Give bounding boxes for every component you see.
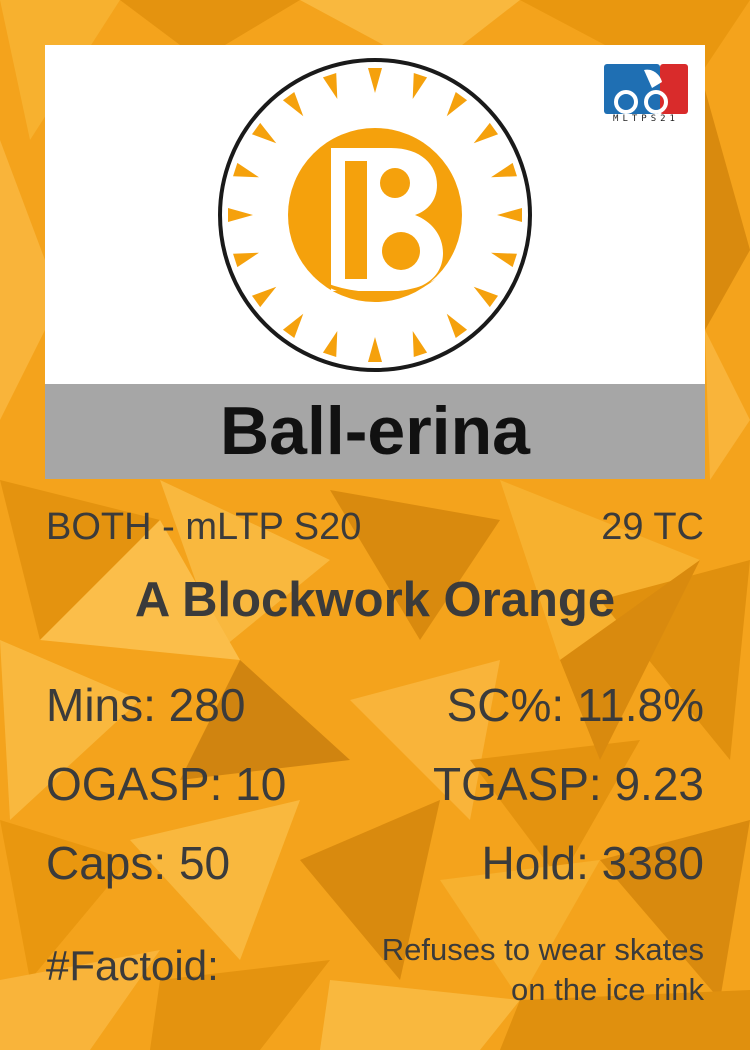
stat-ogasp: OGASP: 10	[46, 758, 287, 810]
factoid-text: Refuses to wear skates on the ice rink	[284, 930, 704, 1010]
team-name: A Blockwork Orange	[134, 573, 616, 627]
player-name: Ball-erina	[220, 393, 530, 469]
stat-sc: SC%: 11.8%	[446, 679, 704, 731]
stat-mins: Mins: 280	[46, 679, 246, 731]
stat-caps: Caps: 50	[46, 837, 231, 889]
league-logo-text: MLTPS21	[613, 114, 679, 124]
mltp-league-logo-icon	[604, 64, 688, 114]
blockwork-orange-b-logo-icon	[218, 58, 532, 372]
trade-credit: 29 TC	[601, 506, 704, 548]
factoid-label: #Factoid:	[46, 942, 219, 989]
stat-hold: Hold: 3380	[481, 837, 705, 889]
factoid-line-2: on the ice rink	[511, 972, 704, 1007]
factoid-line-1: Refuses to wear skates	[381, 932, 704, 967]
league-logo: MLTPS21	[604, 64, 688, 126]
stat-tgasp: TGASP: 9.23	[432, 758, 704, 810]
name-bar: Ball-erina	[45, 384, 705, 479]
role-season: BOTH - mLTP S20	[46, 506, 362, 548]
card-header: MLTPS21 Ball-erina	[45, 45, 705, 479]
